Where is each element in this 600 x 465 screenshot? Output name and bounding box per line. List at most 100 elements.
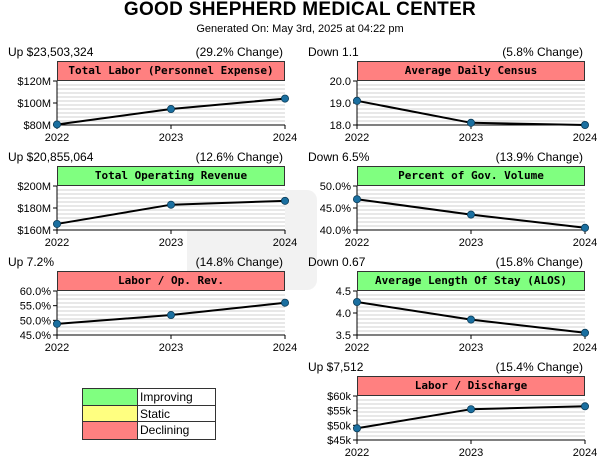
line-chart: $80M $100M $120M 2022 2023 2024 (17, 76, 297, 144)
data-point (466, 118, 475, 127)
legend-label: Improving (140, 390, 193, 404)
change-summary: Up $23,503,324 (29.2% Change) (8, 45, 283, 61)
x-tick-label: 2024 (273, 342, 297, 354)
change-summary: Down 0.67 (15.8% Change) (308, 255, 583, 271)
legend-swatch-declining (83, 422, 138, 439)
status-legend: Improving Static Declining (82, 388, 216, 440)
y-tick-label: 50.0% (320, 181, 351, 193)
change-summary: Up $20,855,064 (12.6% Change) (8, 150, 283, 166)
data-point (466, 315, 475, 324)
change-amount: Down 6.5% (308, 150, 370, 164)
change-summary: Down 1.1 (5.8% Change) (308, 45, 583, 61)
legend-label: Declining (140, 423, 190, 438)
kpi-panel-alos: Down 0.67 (15.8% Change) Average Length Of… (300, 255, 598, 355)
y-tick-label: $120M (17, 76, 51, 88)
data-point (53, 219, 62, 228)
change-amount: Up $23,503,324 (8, 45, 94, 59)
kpi-title-box: Average Length Of Stay (ALOS) (357, 271, 585, 291)
change-percent: (15.4% Change) (495, 360, 583, 374)
y-tick-label: 55.0% (20, 301, 51, 313)
x-tick-label: 2024 (573, 342, 597, 354)
change-summary: Up 7.2% (14.8% Change) (8, 255, 283, 271)
y-tick-label: 4.0 (336, 308, 351, 320)
y-tick-label: 20.0 (330, 76, 351, 88)
change-amount: Up $20,855,064 (8, 150, 94, 164)
kpi-panel-labor-op-rev: Up 7.2% (14.8% Change) Labor / Op. Rev. 45.… (0, 255, 297, 355)
line-chart: $45k $50k $55k $60k 2022 2023 2024 (327, 391, 597, 459)
line-chart: $160M $180M $200M 2022 2023 2024 (17, 181, 297, 249)
change-amount: Down 0.67 (308, 255, 366, 269)
y-tick-label: 40.0% (320, 225, 351, 237)
data-point (353, 96, 362, 105)
change-percent: (29.2% Change) (195, 45, 283, 59)
kpi-title-box: Total Labor (Personnel Expense) (57, 61, 285, 81)
data-point (466, 210, 475, 219)
y-tick-label: 45.0% (320, 203, 351, 215)
change-amount: Up $7,512 (308, 360, 364, 374)
change-amount: Up 7.2% (8, 255, 55, 269)
y-tick-label: 19.0 (330, 98, 351, 110)
data-point (53, 120, 62, 129)
y-tick-label: $160M (17, 225, 51, 237)
data-point (353, 424, 362, 433)
x-tick-label: 2022 (45, 342, 69, 354)
data-point (280, 94, 289, 103)
x-tick-label: 2022 (345, 342, 369, 354)
x-tick-label: 2022 (45, 237, 69, 249)
x-tick-label: 2023 (459, 132, 483, 144)
data-point (280, 298, 289, 307)
data-point (353, 195, 362, 204)
legend-swatch-static (83, 405, 138, 422)
data-point (466, 405, 475, 414)
line-chart: 3.5 4.0 4.5 2022 2023 2024 (336, 286, 598, 354)
x-tick-label: 2023 (159, 132, 183, 144)
y-tick-label: 18.0 (330, 120, 351, 132)
x-tick-label: 2024 (273, 132, 297, 144)
kpi-title-box: Total Operating Revenue (57, 166, 285, 186)
y-tick-label: $55k (327, 406, 351, 418)
change-percent: (12.6% Change) (195, 150, 283, 164)
y-tick-label: $50k (327, 420, 351, 432)
x-tick-label: 2023 (459, 342, 483, 354)
y-tick-label: 50.0% (20, 315, 51, 327)
data-point (280, 196, 289, 205)
change-percent: (13.9% Change) (495, 150, 583, 164)
y-tick-label: $80M (23, 120, 51, 132)
kpi-panel-total-operating-revenue: Up $20,855,064 (12.6% Change) Total Operat… (0, 150, 297, 250)
y-tick-label: 60.0% (20, 286, 51, 298)
x-tick-label: 2024 (573, 132, 597, 144)
kpi-panel-total-labor: Up $23,503,324 (29.2% Change) Total Labor … (0, 45, 297, 145)
legend-item-static: Static (83, 405, 215, 423)
plot-area (57, 81, 285, 125)
line-chart: 18.0 19.0 20.0 2022 2023 2024 (330, 76, 598, 144)
x-tick-label: 2023 (459, 447, 483, 459)
kpi-title-box: Labor / Op. Rev. (57, 271, 285, 291)
y-tick-label: $180M (17, 203, 51, 215)
kpi-title-box: Labor / Discharge (357, 376, 585, 396)
line-chart: 45.0% 50.0% 55.0% 60.0% 2022 2023 2024 (20, 286, 297, 354)
legend-label: Static (140, 406, 171, 421)
kpi-panel-average-daily-census: Down 1.1 (5.8% Change) Average Daily Censu… (300, 45, 598, 145)
data-point (580, 121, 589, 130)
data-point (580, 223, 589, 232)
x-tick-label: 2023 (459, 237, 483, 249)
y-tick-label: $45k (327, 435, 351, 447)
x-tick-label: 2023 (159, 237, 183, 249)
plot-area (357, 396, 585, 440)
y-tick-label: $60k (327, 391, 351, 403)
x-tick-label: 2022 (45, 132, 69, 144)
x-tick-label: 2022 (345, 132, 369, 144)
y-tick-label: $100M (17, 98, 51, 110)
kpi-title-box: Percent of Gov. Volume (357, 166, 585, 186)
data-point (166, 105, 175, 114)
data-point (580, 328, 589, 337)
y-tick-label: 3.5 (336, 330, 351, 342)
data-point (166, 311, 175, 320)
kpi-title-box: Average Daily Census (357, 61, 585, 81)
change-percent: (15.8% Change) (495, 255, 583, 269)
line-chart: 40.0% 45.0% 50.0% 2022 2023 2024 (320, 181, 597, 249)
y-tick-label: 4.5 (336, 286, 351, 298)
y-tick-label: 45.0% (20, 330, 51, 342)
kpi-panel-percent-gov-volume: Down 6.5% (13.9% Change) Percent of Gov. V… (300, 150, 597, 250)
x-tick-label: 2022 (345, 447, 369, 459)
